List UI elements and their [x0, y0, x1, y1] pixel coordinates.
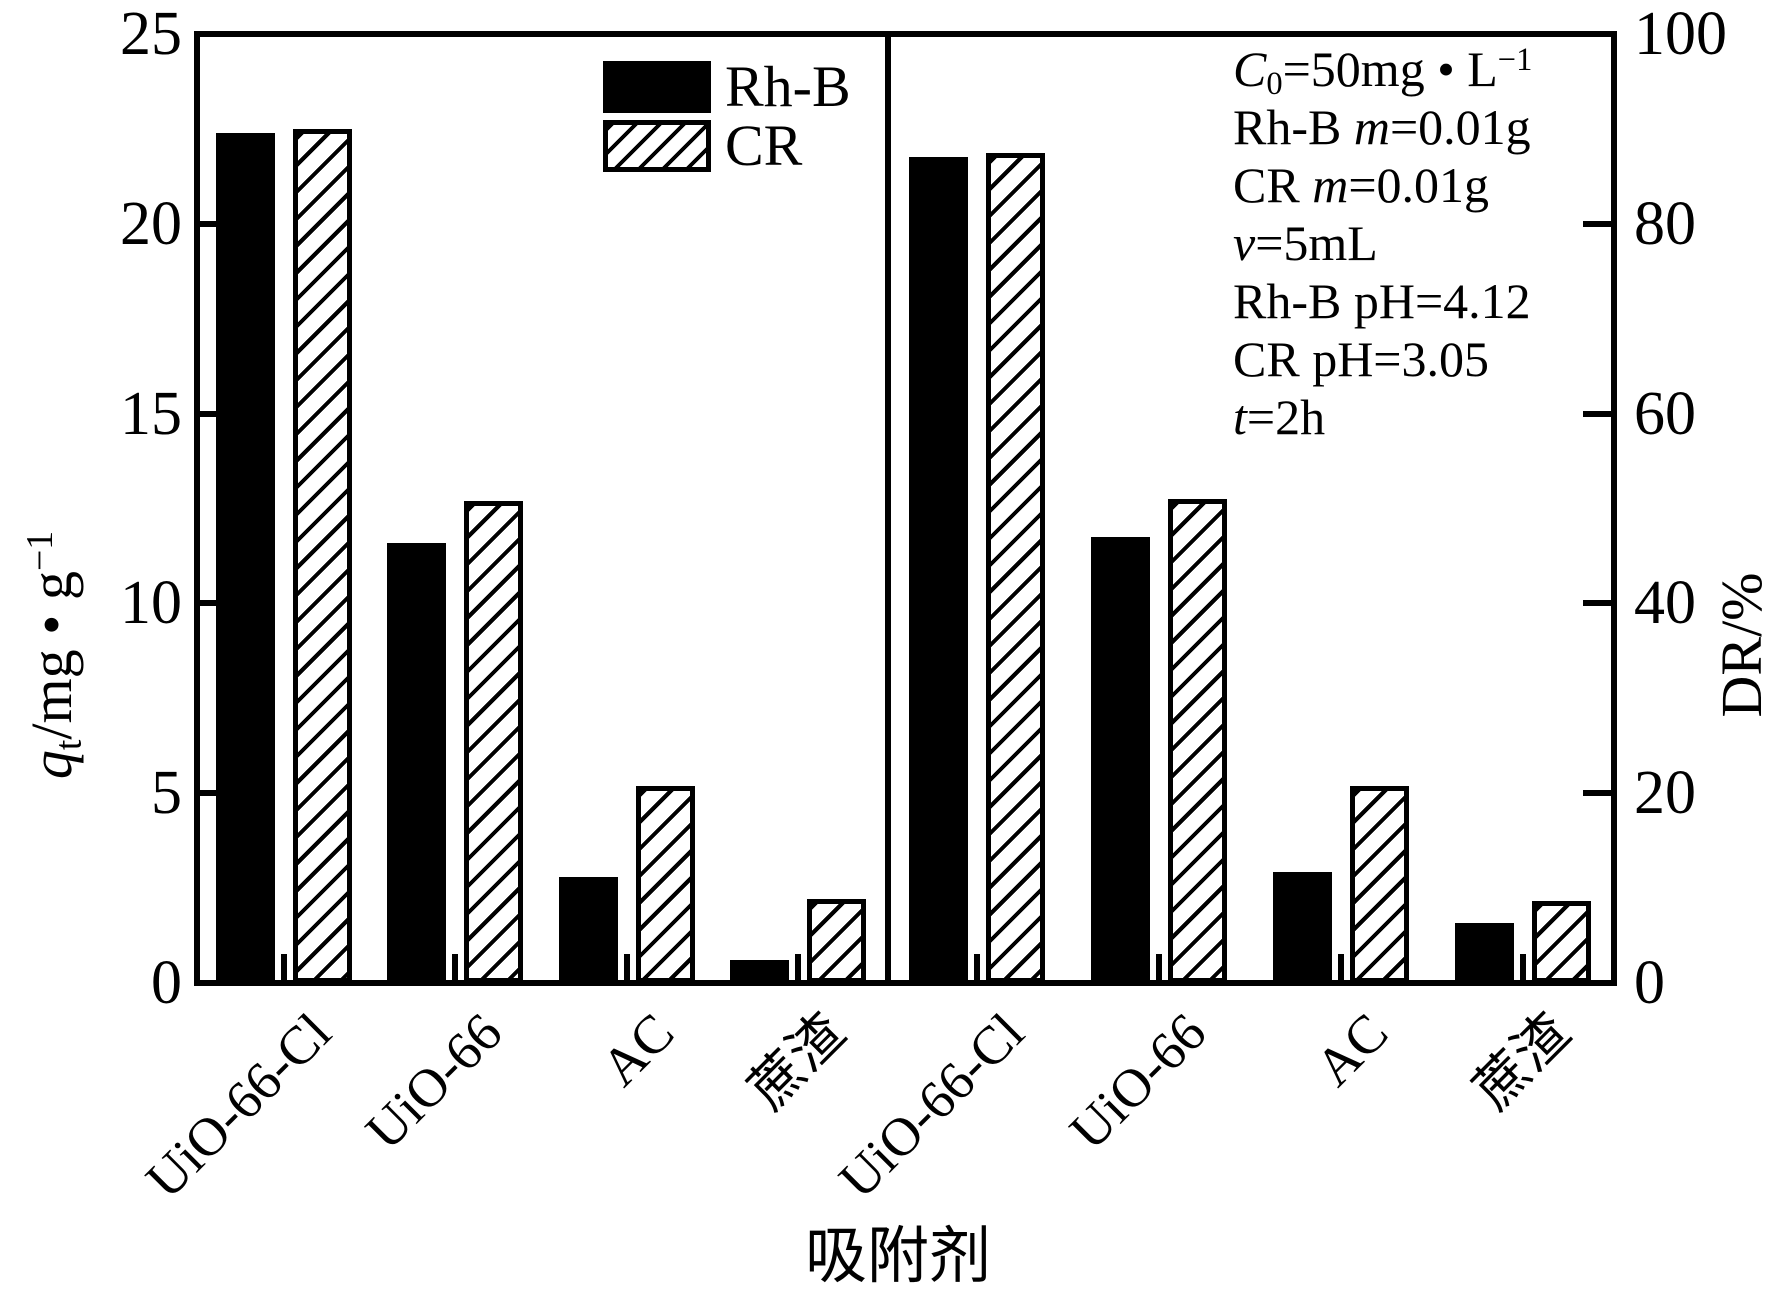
- bar-left-蔗渣-cr: [807, 899, 866, 983]
- bar-right-uio-66-cr: [1168, 499, 1227, 983]
- bar-right-蔗渣-cr: [1532, 901, 1591, 983]
- x-tick-right-uio-66-cl: [974, 954, 980, 980]
- x-tick-right-uio-66: [1156, 954, 1162, 980]
- y-tick-label-right-60: 60: [1634, 379, 1696, 448]
- legend-row-cr: CR: [603, 117, 802, 175]
- y-tick-left-15: [200, 410, 228, 417]
- legend-row-rhb: Rh-B: [603, 58, 851, 116]
- legend-label-rhb: Rh-B: [725, 54, 851, 119]
- x-tick-label-right-uio-66: UiO-66: [1058, 1001, 1218, 1161]
- x-axis-title: 吸附剂: [804, 1223, 992, 1291]
- x-tick-left-ac: [624, 954, 630, 980]
- x-tick-label-right-uio-66-cl: UiO-66-Cl: [827, 1001, 1036, 1210]
- x-tick-label-left-uio-66: UiO-66: [354, 1001, 514, 1161]
- bar-right-ac-rh-b: [1273, 872, 1332, 983]
- x-tick-left-uio-66-cl: [281, 954, 287, 980]
- condition-line-6: CR pH=3.05: [1233, 331, 1490, 387]
- legend-swatch-solid: [603, 61, 711, 113]
- y-tick-label-left-10: 10: [120, 569, 182, 638]
- x-tick-label-left-uio-66-cl: UiO-66-Cl: [134, 1001, 343, 1210]
- condition-line-5: Rh-B pH=4.12: [1233, 273, 1531, 329]
- conditions-annotation: C0=50mg • L−1 Rh-B m=0.01g CR m=0.01g v=5mL…: [1233, 40, 1532, 446]
- bar-right-uio-66-cl-cr: [986, 153, 1045, 983]
- condition-line-4: v=5mL: [1233, 215, 1378, 271]
- y-tick-left-20: [200, 220, 228, 227]
- legend-label-cr: CR: [725, 113, 803, 178]
- y-tick-right-60: [1583, 410, 1611, 417]
- y-tick-label-right-20: 20: [1634, 759, 1696, 828]
- bar-right-uio-66-rh-b: [1091, 537, 1150, 983]
- x-tick-right-ac: [1338, 954, 1344, 980]
- x-tick-label-right-ac: AC: [1303, 1001, 1400, 1098]
- condition-line-7: t=2h: [1233, 389, 1326, 445]
- condition-line-3: CR m=0.01g: [1233, 157, 1490, 213]
- condition-line-1: C0=50mg • L−1: [1233, 41, 1533, 103]
- y-tick-right-80: [1583, 220, 1611, 227]
- bar-left-uio-66-cl-cr: [293, 129, 352, 983]
- panel-divider: [885, 31, 891, 986]
- x-tick-label-left-ac: AC: [589, 1001, 686, 1098]
- y-tick-left-10: [200, 600, 228, 607]
- bar-right-uio-66-cl-rh-b: [909, 157, 968, 983]
- x-tick-label-right-蔗渣: 蔗渣: [1462, 1001, 1582, 1121]
- bar-right-蔗渣-rh-b: [1455, 923, 1514, 983]
- y-tick-left-0: [200, 980, 228, 986]
- y-tick-label-right-40: 40: [1634, 569, 1696, 638]
- y-axis-title-left: qt/mg • g−1: [19, 530, 90, 780]
- x-tick-left-uio-66: [452, 954, 458, 980]
- legend-swatch-hatched: [603, 120, 711, 172]
- y-tick-label-right-100: 100: [1634, 0, 1727, 68]
- y-tick-label-left-0: 0: [151, 949, 182, 1017]
- y-tick-right-20: [1583, 790, 1611, 797]
- y-tick-label-right-0: 0: [1634, 949, 1665, 1017]
- y-tick-label-left-5: 5: [151, 759, 182, 828]
- condition-line-2: Rh-B m=0.01g: [1233, 99, 1531, 155]
- y-tick-left-25: [200, 31, 228, 37]
- bar-left-uio-66-cl-rh-b: [216, 133, 275, 983]
- y-tick-label-left-20: 20: [120, 189, 182, 258]
- bar-left-uio-66-cr: [464, 501, 523, 983]
- bar-left-蔗渣-rh-b: [730, 960, 789, 983]
- y-tick-right-40: [1583, 600, 1611, 607]
- y-tick-right-0: [1583, 980, 1611, 986]
- bar-left-ac-rh-b: [559, 877, 618, 983]
- bar-right-ac-cr: [1350, 786, 1409, 983]
- y-tick-right-100: [1583, 31, 1611, 37]
- y-axis-title-right: DR/%: [1709, 572, 1774, 718]
- y-tick-label-left-15: 15: [120, 379, 182, 448]
- y-tick-label-right-80: 80: [1634, 189, 1696, 258]
- y-tick-left-5: [200, 790, 228, 797]
- x-tick-left-蔗渣: [795, 954, 801, 980]
- y-tick-label-left-25: 25: [120, 0, 182, 68]
- bar-left-uio-66-rh-b: [387, 543, 446, 983]
- x-tick-right-蔗渣: [1520, 954, 1526, 980]
- x-tick-label-left-蔗渣: 蔗渣: [737, 1001, 857, 1121]
- bar-left-ac-cr: [636, 786, 695, 983]
